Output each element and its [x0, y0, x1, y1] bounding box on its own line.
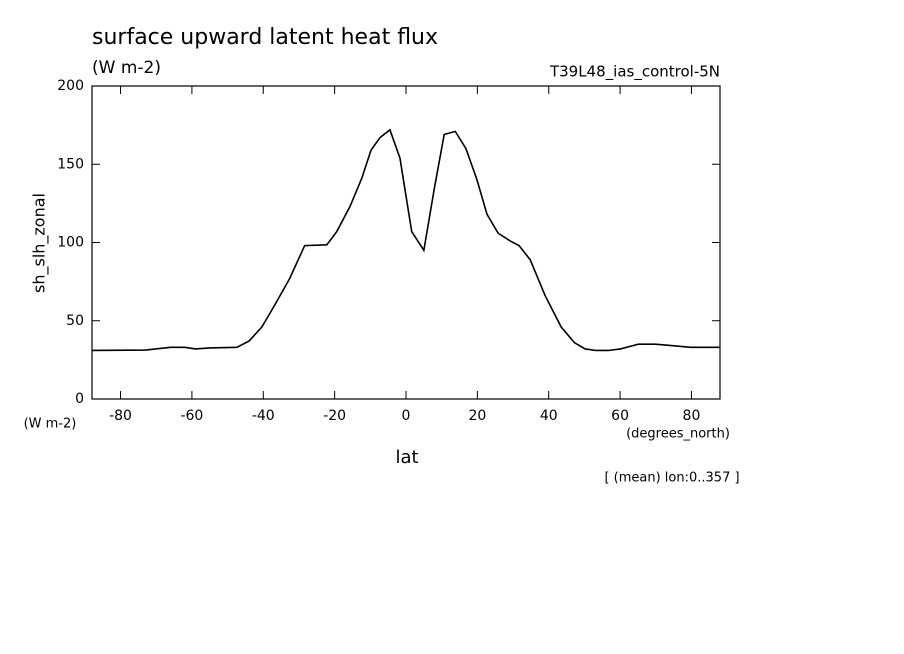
x-tick-label: 0 — [402, 408, 411, 424]
x-tick-label: 80 — [683, 408, 701, 424]
x-tick-label: -80 — [109, 408, 132, 424]
y-tick-label: 0 — [75, 391, 84, 407]
chart-title: surface upward latent heat flux — [92, 25, 438, 50]
x-tick-label: -60 — [180, 408, 203, 424]
data-line — [91, 128, 720, 352]
annotation: [ (mean) lon:0..357 ] — [604, 471, 739, 486]
x-units: (degrees_north) — [626, 427, 730, 442]
y-axis-label: sh_slh_zonal — [30, 193, 50, 293]
run-label: T39L48_ias_control-5N — [549, 63, 720, 82]
x-tick-label: -20 — [323, 408, 346, 424]
x-tick-label: -40 — [252, 408, 275, 424]
x-axis-label: lat — [395, 447, 418, 468]
x-tick-label: 60 — [611, 408, 629, 424]
x-tick-label: 40 — [540, 408, 558, 424]
x-tick-label: 20 — [468, 408, 486, 424]
y-tick-label: 200 — [57, 78, 84, 94]
y-tick-label: 100 — [57, 235, 84, 251]
y-tick-label: 50 — [66, 313, 84, 329]
chart-subtitle: (W m-2) — [92, 58, 161, 78]
y-tick-label: 150 — [57, 156, 84, 172]
y-units: (W m-2) — [24, 417, 77, 432]
